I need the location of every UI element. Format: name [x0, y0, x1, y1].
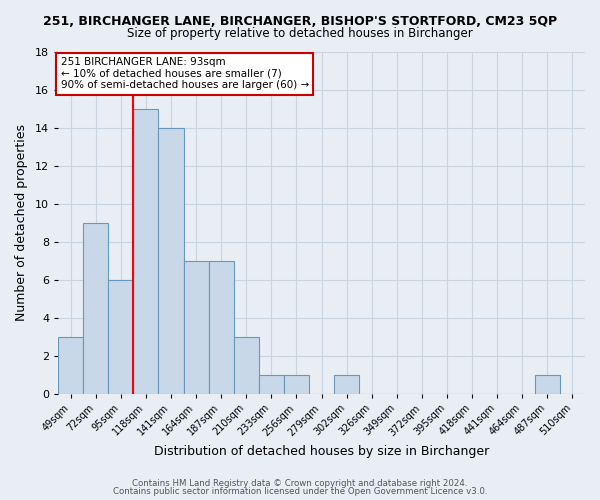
- Bar: [284, 374, 309, 394]
- Bar: [133, 108, 158, 394]
- Bar: [158, 128, 184, 394]
- Text: Size of property relative to detached houses in Birchanger: Size of property relative to detached ho…: [127, 28, 473, 40]
- Bar: [184, 260, 209, 394]
- Text: 251, BIRCHANGER LANE, BIRCHANGER, BISHOP'S STORTFORD, CM23 5QP: 251, BIRCHANGER LANE, BIRCHANGER, BISHOP…: [43, 15, 557, 28]
- Bar: [259, 374, 284, 394]
- Bar: [234, 336, 259, 394]
- Bar: [108, 280, 133, 394]
- Y-axis label: Number of detached properties: Number of detached properties: [15, 124, 28, 321]
- Bar: [58, 336, 83, 394]
- Bar: [535, 374, 560, 394]
- X-axis label: Distribution of detached houses by size in Birchanger: Distribution of detached houses by size …: [154, 444, 489, 458]
- Bar: [334, 374, 359, 394]
- Text: Contains HM Land Registry data © Crown copyright and database right 2024.: Contains HM Land Registry data © Crown c…: [132, 478, 468, 488]
- Text: Contains public sector information licensed under the Open Government Licence v3: Contains public sector information licen…: [113, 487, 487, 496]
- Bar: [83, 222, 108, 394]
- Text: 251 BIRCHANGER LANE: 93sqm
← 10% of detached houses are smaller (7)
90% of semi-: 251 BIRCHANGER LANE: 93sqm ← 10% of deta…: [61, 57, 309, 90]
- Bar: [209, 260, 234, 394]
